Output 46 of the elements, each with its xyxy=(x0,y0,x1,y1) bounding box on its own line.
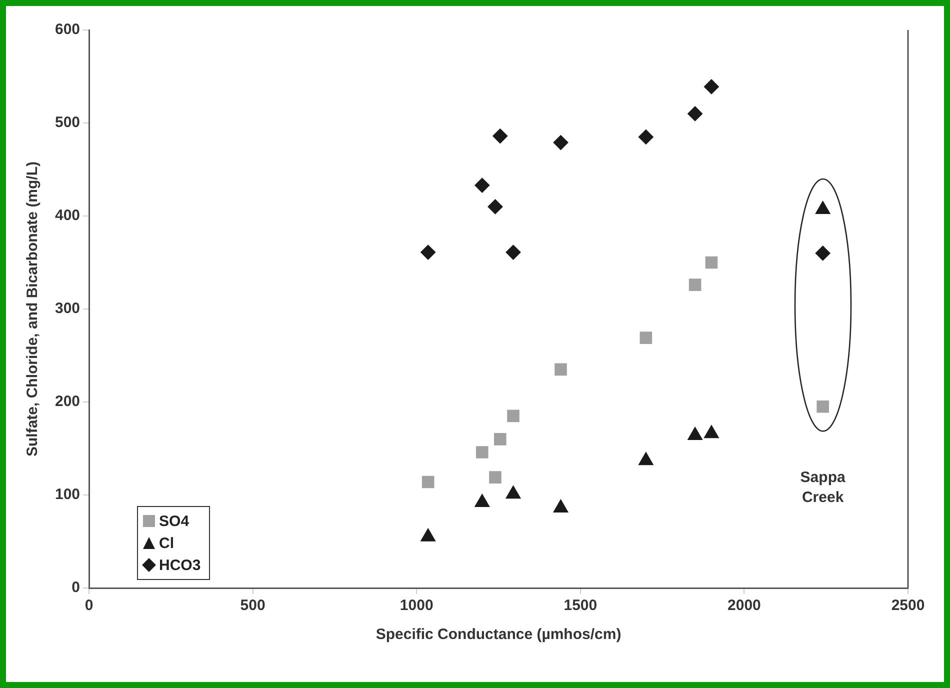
x-tick-label: 2500 xyxy=(891,597,925,614)
annotation: Sappa Creek xyxy=(800,468,846,508)
legend-label: Cl xyxy=(159,534,174,552)
x-tick-label: 0 xyxy=(84,597,94,614)
point xyxy=(554,363,567,376)
point xyxy=(474,178,490,193)
y-tick-label: 200 xyxy=(54,393,80,410)
x-tick-label: 1000 xyxy=(400,597,434,614)
x-tick-label: 1500 xyxy=(564,597,598,614)
point xyxy=(492,128,508,144)
point xyxy=(476,446,488,458)
point xyxy=(420,244,436,260)
point xyxy=(494,433,506,446)
point xyxy=(688,278,702,291)
point xyxy=(474,494,490,507)
point xyxy=(816,400,829,413)
point xyxy=(815,246,830,261)
point xyxy=(704,425,719,438)
y-tick-label: 0 xyxy=(72,579,80,596)
y-tick-label: 100 xyxy=(54,486,80,504)
point xyxy=(638,129,654,144)
point xyxy=(422,476,434,488)
point xyxy=(488,199,503,214)
x-tick-label: 500 xyxy=(240,597,266,614)
x-axis-title: Specific Conductance (µmhos/cm) xyxy=(376,626,622,644)
point xyxy=(420,528,436,542)
y-axis-title: Sulfate, Chloride, and Bicarbonate (mg/L) xyxy=(24,161,42,457)
point xyxy=(506,486,521,499)
point xyxy=(489,471,502,484)
point xyxy=(688,426,702,440)
point xyxy=(704,79,719,94)
point xyxy=(688,106,703,122)
legend-label: HCO3 xyxy=(159,556,201,574)
point xyxy=(506,244,521,260)
y-tick-label: 300 xyxy=(54,300,80,318)
legend-label: SO4 xyxy=(159,512,190,530)
y-tick-label: 400 xyxy=(54,207,80,224)
point xyxy=(640,332,652,344)
x-tick-label: 2000 xyxy=(728,597,761,614)
point xyxy=(553,135,568,150)
point xyxy=(507,410,520,422)
point xyxy=(638,452,654,466)
point xyxy=(705,256,718,269)
y-tick-label: 600 xyxy=(54,21,80,38)
point xyxy=(553,500,568,513)
y-tick-label: 500 xyxy=(54,114,80,132)
